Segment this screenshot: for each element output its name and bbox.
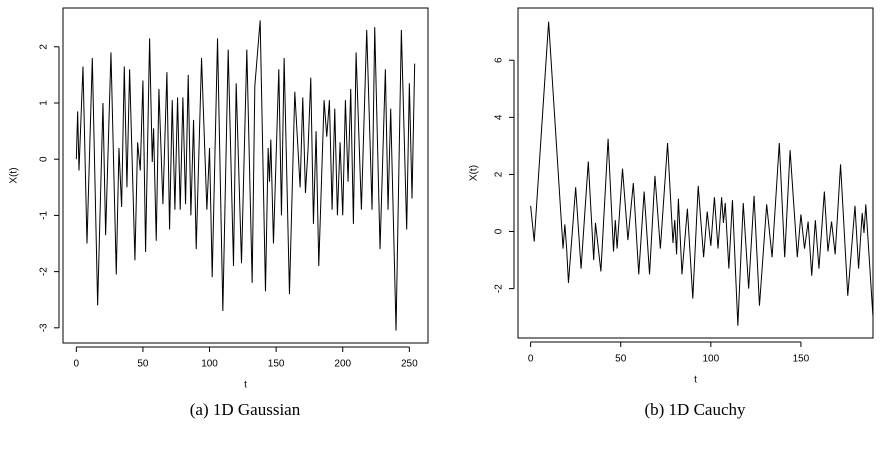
caption: (b) 1D Cauchy: [644, 400, 746, 419]
y-tick-label: 6: [494, 57, 505, 63]
y-axis-label: X(t): [9, 167, 20, 183]
x-tick-label: 0: [528, 354, 534, 365]
y-tick-label: -2: [494, 284, 505, 293]
series-line: [75, 20, 416, 331]
x-tick-label: 200: [334, 359, 351, 370]
x-tick-label: 150: [793, 354, 810, 365]
x-tick-label: 150: [268, 359, 285, 370]
x-axis-label: t: [694, 375, 697, 386]
y-tick-label: -2: [39, 267, 50, 276]
y-tick-label: 1: [39, 100, 50, 106]
y-tick-label: 2: [39, 44, 50, 50]
x-axis-label: t: [244, 380, 247, 391]
x-tick-label: 100: [201, 359, 218, 370]
plot-frame: [62, 7, 429, 344]
y-tick-label: 2: [494, 171, 505, 177]
x-tick-label: 250: [401, 359, 418, 370]
y-tick-label: 4: [494, 114, 505, 120]
caption: (a) 1D Gaussian: [190, 400, 301, 419]
x-tick-label: 100: [702, 354, 719, 365]
y-axis-label: X(t): [469, 165, 480, 181]
y-tick-label: -3: [39, 323, 50, 332]
x-tick-label: 0: [74, 359, 80, 370]
x-tick-label: 50: [137, 359, 149, 370]
series-line: [530, 21, 873, 326]
y-tick-label: -1: [39, 211, 50, 220]
x-tick-label: 50: [615, 354, 627, 365]
y-tick-label: 0: [494, 228, 505, 234]
y-tick-label: 0: [39, 156, 50, 162]
plot-frame: [517, 7, 874, 339]
